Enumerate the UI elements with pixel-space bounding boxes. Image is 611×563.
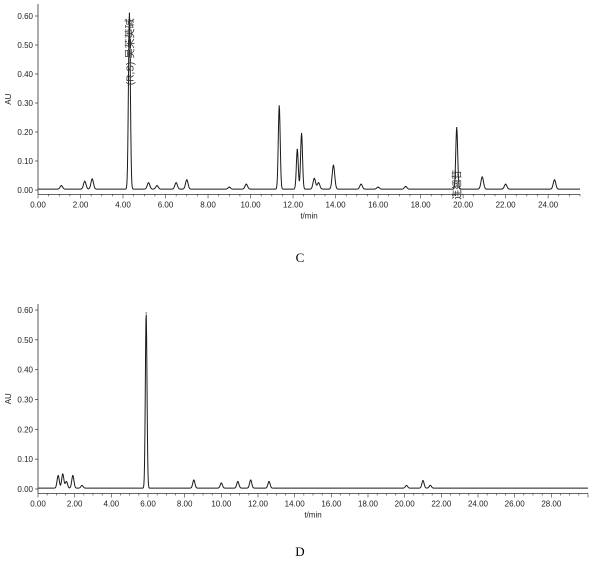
x-tick-label: 24.00 — [538, 200, 559, 209]
x-tick-label: 18.00 — [411, 200, 432, 209]
x-tick-label: 6.00 — [158, 200, 174, 209]
peak-point — [429, 484, 431, 487]
panel-caption: D — [295, 544, 304, 559]
y-tick-label: 0.30 — [17, 396, 33, 405]
chromatogram-d: 0.00 0.10 0.20 0.30 0.40 0.50 0.60 0.00 2.00 4.00… — [4, 304, 589, 559]
x-tick-label: 18.00 — [358, 499, 379, 508]
y-tick-label: 0.20 — [17, 128, 33, 137]
peak-annotation: (R,S)-吴茱萸碱 — [124, 18, 136, 85]
x-tick-label: 24.00 — [468, 499, 489, 508]
x-tick-label: 2.00 — [73, 200, 89, 209]
x-tick-label: 6.00 — [140, 499, 156, 508]
peak-point — [128, 12, 130, 14]
peak-point — [422, 480, 424, 482]
x-tick-label: 16.00 — [321, 499, 342, 508]
peak-point — [456, 127, 458, 129]
x-tick-label: 10.00 — [241, 200, 262, 209]
peak-point — [300, 132, 303, 135]
y-tick-label: 0.50 — [17, 336, 33, 345]
peak-point — [250, 479, 252, 481]
x-tick-label: 12.00 — [248, 499, 269, 508]
peak-point — [91, 178, 93, 180]
peak-point — [505, 183, 507, 185]
chromatogram-trace — [38, 314, 588, 489]
peak-point — [405, 484, 408, 487]
peak-point — [296, 148, 298, 150]
x-tick-label: 2.00 — [67, 499, 83, 508]
peak-annotation: 连翘苷 — [451, 170, 464, 200]
x-tick-label: 14.00 — [285, 499, 306, 508]
peak-point — [228, 186, 230, 188]
x-tick-label: 16.00 — [368, 200, 389, 209]
peak-point — [332, 164, 335, 166]
x-tick-label: 12.00 — [283, 200, 304, 209]
x-tick-label: 20.00 — [453, 200, 474, 209]
peak-point — [147, 182, 150, 184]
x-tick-label: 8.00 — [200, 200, 216, 209]
x-axis-label: t/min — [300, 211, 317, 220]
x-tick-label: 22.00 — [431, 499, 452, 508]
y-tick-label: 0.00 — [17, 485, 33, 494]
x-tick-label: 4.00 — [115, 200, 131, 209]
peak-point — [186, 179, 188, 181]
x-tick-label: 10.00 — [211, 499, 232, 508]
y-axis-label: AU — [4, 393, 13, 404]
y-tick-label: 0.60 — [17, 306, 33, 315]
peak-point — [220, 482, 222, 484]
y-tick-label: 0.50 — [17, 41, 33, 50]
y-tick-label: 0.00 — [17, 186, 33, 195]
x-axis-label: t/min — [304, 510, 321, 519]
y-tick-label: 0.20 — [17, 425, 33, 434]
x-tick-label: 8.00 — [177, 499, 193, 508]
x-tick-label: 20.00 — [395, 499, 416, 508]
x-tick-label: 14.00 — [326, 200, 347, 209]
x-tick-label: 26.00 — [505, 499, 526, 508]
x-tick-label: 0.00 — [30, 200, 46, 209]
peak-point — [278, 105, 280, 107]
peak-point — [481, 176, 483, 178]
x-tick-label: 4.00 — [104, 499, 120, 508]
chromatogram-trace — [38, 13, 580, 190]
peak-point — [268, 480, 270, 483]
peak-point — [175, 182, 177, 184]
y-axis-label: AU — [4, 93, 13, 104]
x-tick-label: 28.00 — [541, 499, 562, 508]
peak-point — [237, 480, 239, 483]
peak-point — [193, 479, 195, 481]
peak-point — [72, 474, 74, 477]
peak-point — [145, 312, 147, 314]
peak-point — [317, 182, 320, 184]
y-tick-label: 0.60 — [17, 12, 33, 21]
peak-point — [57, 474, 59, 477]
peak-point — [156, 185, 158, 187]
peak-point — [360, 183, 362, 185]
peak-point — [313, 177, 315, 179]
peak-point — [81, 484, 83, 487]
y-tick-label: 0.30 — [17, 99, 33, 108]
panel-caption: C — [296, 250, 305, 265]
peak-point — [377, 186, 379, 188]
y-tick-label: 0.40 — [17, 366, 33, 375]
peak-point — [62, 473, 64, 475]
peak-point — [60, 185, 62, 187]
y-tick-label: 0.10 — [17, 455, 33, 464]
x-tick-label: 22.00 — [496, 200, 517, 209]
y-tick-label: 0.40 — [17, 70, 33, 79]
peak-point — [405, 185, 407, 188]
x-tick-label: 0.00 — [30, 499, 46, 508]
peak-point — [65, 480, 68, 483]
peak-point — [553, 179, 556, 181]
chromatogram-c: 0.00 0.10 0.20 0.30 0.40 0.50 0.60 0.00 2.00 4.00… — [4, 4, 581, 265]
peak-point — [245, 183, 247, 185]
peak-point — [84, 180, 86, 182]
y-tick-label: 0.10 — [17, 157, 33, 166]
